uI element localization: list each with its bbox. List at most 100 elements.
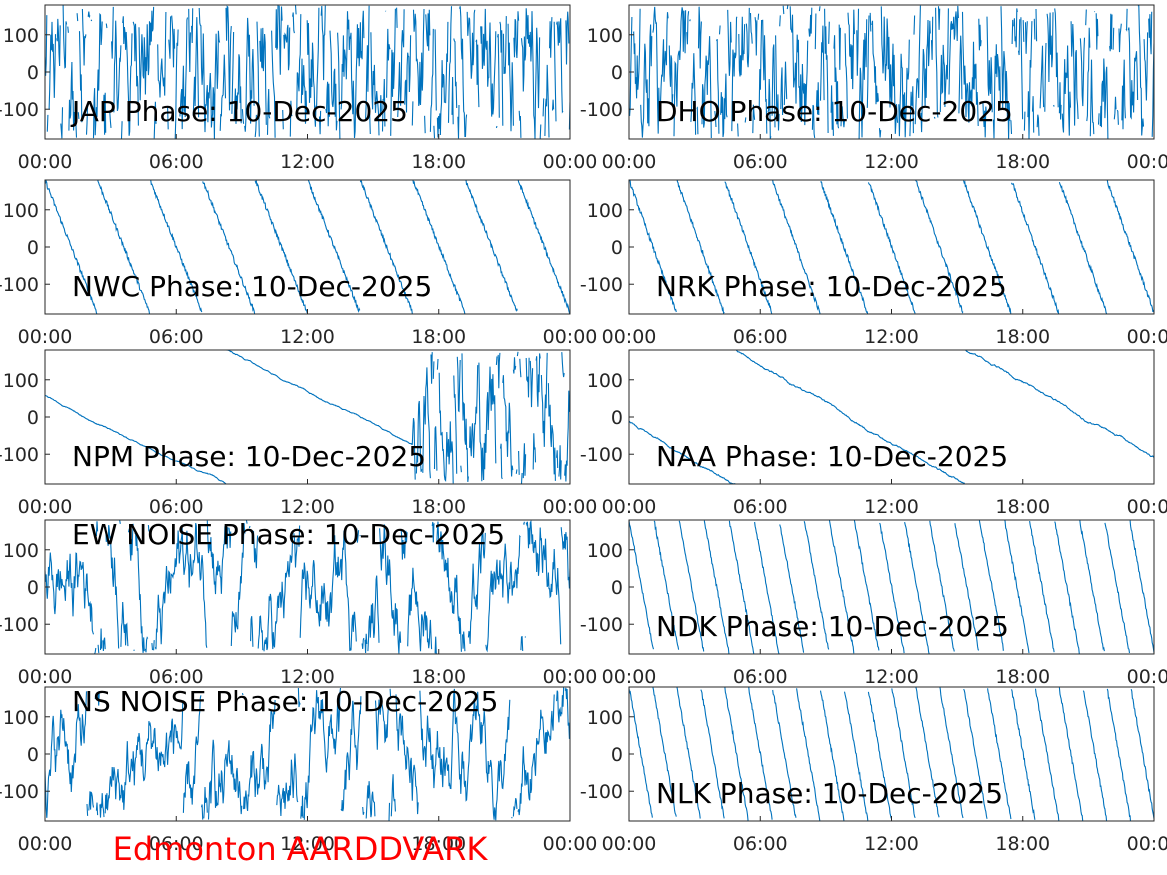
- x-tick-label: 06:00: [733, 666, 788, 688]
- y-tick-label: 100: [587, 200, 623, 222]
- x-tick-label: 12:00: [864, 666, 919, 688]
- x-tick-label: 12:00: [280, 833, 335, 855]
- x-tick-label: 00:00: [18, 326, 73, 348]
- y-tick-label: 0: [27, 237, 39, 259]
- x-tick-label: 00:00: [18, 496, 73, 518]
- x-tick-label: 06:00: [149, 151, 204, 173]
- x-tick-label: 00:00: [543, 151, 598, 173]
- y-tick-label: 0: [611, 407, 623, 429]
- y-tick-label: -100: [580, 781, 623, 803]
- y-tick-label: 100: [587, 540, 623, 562]
- phase-trace: [45, 520, 570, 654]
- x-tick-label: 12:00: [280, 151, 335, 173]
- phase-trace: [45, 350, 570, 484]
- footer-label: Edmonton AARDDVARK: [113, 830, 489, 868]
- phase-trace: [45, 180, 570, 314]
- y-tick-label: -100: [580, 614, 623, 636]
- x-tick-label: 00:00: [1127, 833, 1167, 855]
- x-tick-label: 06:00: [149, 326, 204, 348]
- x-tick-label: 18:00: [411, 326, 466, 348]
- y-tick-label: 0: [611, 744, 623, 766]
- x-tick-label: 00:00: [543, 666, 598, 688]
- phase-panel: 100 0 -100 00:00 06:00 12:00 18:00 00:00 JAP Pha…: [0, 4, 598, 173]
- phase-panel: 100 0 -100 00:00 06:00 12:00 18:00 00:00 NPM Pha…: [0, 349, 598, 518]
- phase-trace: [629, 350, 1154, 484]
- phase-trace: [629, 180, 1154, 314]
- panel-grid: 100 0 -100 00:00 06:00 12:00 18:00 00:00 JAP Pha…: [0, 4, 1167, 855]
- y-tick-label: 0: [611, 62, 623, 84]
- x-tick-label: 06:00: [733, 326, 788, 348]
- x-tick-label: 18:00: [995, 326, 1050, 348]
- x-tick-label: 12:00: [280, 326, 335, 348]
- x-tick-label: 00:00: [18, 151, 73, 173]
- y-tick-label: -100: [580, 274, 623, 296]
- x-tick-label: 00:00: [1127, 326, 1167, 348]
- phase-panel: 100 0 -100 00:00 06:00 12:00 18:00 00:00 NS NOIS…: [0, 685, 597, 855]
- y-tick-label: -100: [0, 444, 39, 466]
- y-tick-label: 0: [611, 237, 623, 259]
- y-tick-label: -100: [0, 99, 39, 121]
- phase-trace: [629, 687, 1154, 821]
- y-tick-label: -100: [0, 274, 39, 296]
- y-tick-label: 0: [27, 407, 39, 429]
- x-tick-label: 06:00: [149, 666, 204, 688]
- panel-title: JAP Phase: 10-Dec-2025: [70, 95, 408, 128]
- x-tick-label: 12:00: [280, 496, 335, 518]
- y-tick-label: 100: [3, 370, 39, 392]
- y-tick-label: 100: [587, 370, 623, 392]
- x-tick-label: 00:00: [1127, 666, 1167, 688]
- panel-title: NDK Phase: 10-Dec-2025: [656, 610, 1009, 643]
- phase-panel: 100 0 -100 00:00 06:00 12:00 18:00 00:00 NAA Pha…: [580, 349, 1167, 518]
- phase-panel: 100 0 -100 00:00 06:00 12:00 18:00 00:00 EW NOIS…: [0, 518, 597, 688]
- x-tick-label: 18:00: [995, 833, 1050, 855]
- x-tick-label: 06:00: [733, 833, 788, 855]
- y-tick-label: 0: [27, 62, 39, 84]
- phase-trace: [45, 5, 570, 139]
- y-tick-label: 100: [3, 707, 39, 729]
- y-tick-label: 100: [587, 707, 623, 729]
- x-tick-label: 00:00: [543, 496, 598, 518]
- x-tick-label: 00:00: [543, 326, 598, 348]
- phase-trace: [629, 5, 1154, 139]
- y-tick-label: 100: [3, 25, 39, 47]
- x-tick-label: 12:00: [280, 666, 335, 688]
- y-tick-label: 100: [587, 25, 623, 47]
- x-tick-label: 18:00: [995, 496, 1050, 518]
- x-tick-label: 00:00: [602, 326, 657, 348]
- x-tick-label: 00:00: [602, 496, 657, 518]
- y-tick-label: 100: [3, 540, 39, 562]
- x-tick-label: 18:00: [995, 151, 1050, 173]
- panel-title: EW NOISE Phase: 10-Dec-2025: [72, 518, 505, 551]
- x-tick-label: 12:00: [864, 833, 919, 855]
- x-tick-label: 18:00: [411, 666, 466, 688]
- panel-title: DHO Phase: 10-Dec-2025: [656, 95, 1013, 128]
- x-tick-label: 00:00: [602, 666, 657, 688]
- phase-panel: 100 0 -100 00:00 06:00 12:00 18:00 00:00 NLK Pha…: [580, 686, 1167, 855]
- x-tick-label: 18:00: [411, 151, 466, 173]
- y-tick-label: -100: [580, 444, 623, 466]
- y-tick-label: -100: [0, 614, 39, 636]
- x-tick-label: 18:00: [411, 833, 466, 855]
- phase-panel: 100 0 -100 00:00 06:00 12:00 18:00 00:00 NRK Pha…: [580, 179, 1167, 348]
- y-tick-label: 0: [27, 744, 39, 766]
- x-tick-label: 18:00: [411, 496, 466, 518]
- x-tick-label: 12:00: [864, 496, 919, 518]
- panel-title: NWC Phase: 10-Dec-2025: [72, 270, 432, 303]
- phase-panel: 100 0 -100 00:00 06:00 12:00 18:00 00:00 NDK Pha…: [580, 519, 1167, 688]
- phase-panel: 100 0 -100 00:00 06:00 12:00 18:00 00:00 NWC Pha…: [0, 179, 598, 348]
- x-tick-label: 18:00: [995, 666, 1050, 688]
- y-tick-label: 0: [27, 577, 39, 599]
- panel-title: NS NOISE Phase: 10-Dec-2025: [72, 685, 498, 718]
- y-tick-label: 0: [611, 577, 623, 599]
- y-tick-label: -100: [0, 781, 39, 803]
- phase-trace: [45, 687, 570, 821]
- x-tick-label: 00:00: [1127, 151, 1167, 173]
- x-tick-label: 12:00: [864, 151, 919, 173]
- y-tick-label: 100: [3, 200, 39, 222]
- x-tick-label: 00:00: [18, 833, 73, 855]
- x-tick-label: 00:00: [543, 833, 598, 855]
- x-tick-label: 00:00: [18, 666, 73, 688]
- panel-title: NPM Phase: 10-Dec-2025: [72, 440, 426, 473]
- x-tick-label: 00:00: [1127, 496, 1167, 518]
